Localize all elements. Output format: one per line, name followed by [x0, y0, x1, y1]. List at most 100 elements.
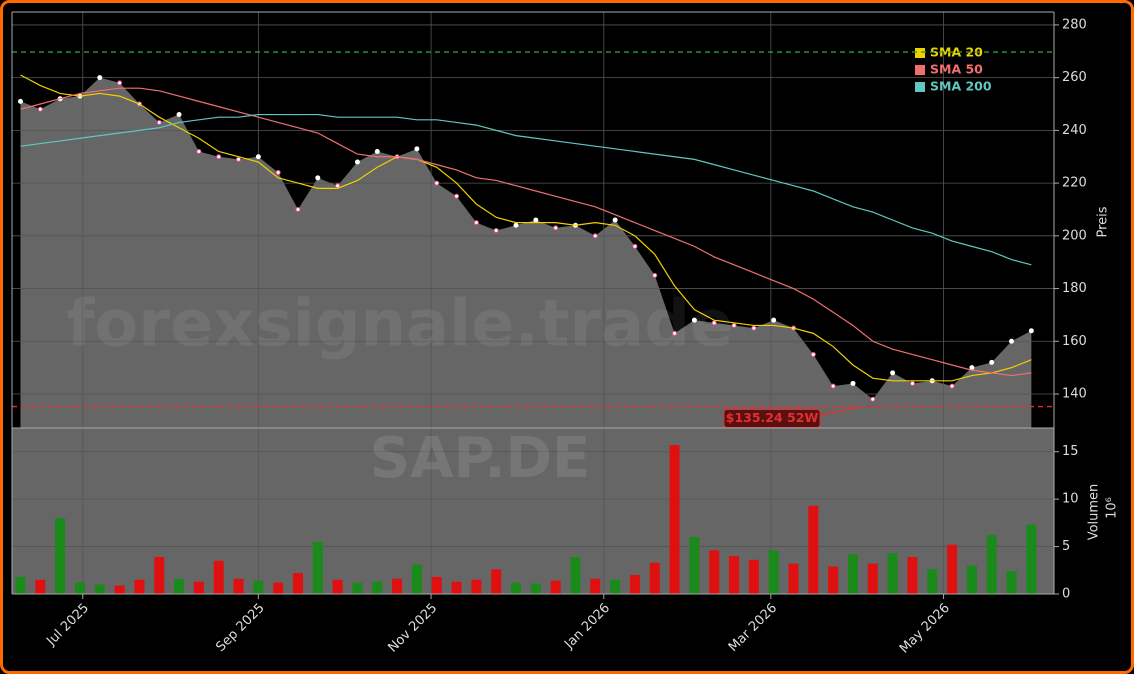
close-marker: [731, 322, 737, 328]
close-marker: [890, 370, 896, 376]
close-marker: [295, 206, 301, 212]
volume-bar: [927, 569, 938, 594]
volume-bar: [867, 563, 878, 594]
y-tick-label: 160: [1062, 334, 1087, 349]
close-marker: [156, 119, 162, 125]
close-marker: [335, 183, 341, 189]
annotation-arrow: [819, 405, 863, 417]
volume-bar: [887, 553, 898, 594]
volume-bar: [233, 578, 244, 594]
price-area: [20, 77, 1032, 429]
close-marker: [870, 396, 876, 402]
close-marker: [37, 106, 43, 112]
close-marker: [711, 320, 717, 326]
close-marker: [216, 154, 222, 160]
sma-line: [20, 74, 1032, 382]
close-marker: [830, 383, 836, 389]
close-marker: [672, 330, 678, 336]
legend-label: SMA 20: [930, 45, 983, 60]
volume-bar: [550, 580, 561, 594]
volume-bar: [253, 580, 264, 594]
y-tick-label: 0: [1062, 587, 1070, 602]
close-marker: [493, 228, 499, 234]
sma-line: [20, 87, 1032, 377]
close-marker: [97, 75, 103, 81]
close-marker: [592, 233, 598, 239]
close-marker: [176, 112, 182, 118]
volume-bar: [392, 578, 403, 594]
volume-bar: [372, 581, 383, 594]
volume-bar: [1026, 524, 1037, 594]
close-marker: [17, 98, 23, 104]
volume-bar: [907, 557, 918, 594]
legend-label: SMA 50: [930, 62, 983, 77]
close-marker: [434, 180, 440, 186]
ticker-watermark: SAP.DE: [370, 426, 590, 491]
volume-bar: [312, 541, 323, 594]
volume-bar: [332, 579, 343, 594]
legend-swatch: [915, 82, 925, 92]
volume-bar: [947, 544, 958, 594]
close-marker: [691, 317, 697, 323]
volume-bar: [788, 563, 799, 594]
close-marker: [553, 225, 559, 231]
volume-bar: [15, 576, 26, 594]
close-marker: [513, 222, 519, 228]
volume-bar: [808, 505, 819, 594]
volume-bar: [610, 579, 621, 594]
close-marker: [771, 317, 777, 323]
volume-bar: [411, 564, 422, 594]
y-tick-label: 15: [1062, 444, 1079, 459]
volume-bar: [55, 518, 66, 594]
close-marker: [255, 154, 261, 160]
volume-bar: [491, 569, 502, 594]
volume-bar: [729, 556, 740, 594]
volume-bar: [748, 559, 759, 594]
close-marker: [909, 380, 915, 386]
y-tick-label: 200: [1062, 228, 1087, 243]
volume-bar: [154, 557, 165, 594]
volume-bar: [530, 583, 541, 594]
close-marker: [652, 272, 658, 278]
volume-bar: [590, 578, 601, 594]
volume-bar: [511, 582, 522, 594]
close-marker: [969, 365, 975, 371]
volume-panel: [12, 428, 1054, 594]
volume-bar: [966, 565, 977, 594]
close-marker: [949, 383, 955, 389]
sma-line: [20, 113, 1032, 266]
watermark: forexsignale.trade: [67, 288, 734, 362]
volume-bar: [35, 579, 46, 594]
legend-swatch: [915, 48, 925, 58]
volume-bar: [134, 579, 145, 594]
volume-bar: [431, 576, 442, 594]
y-tick-label: 180: [1062, 281, 1087, 296]
y-tick-label: 10: [1062, 492, 1079, 507]
volume-bar: [273, 582, 284, 594]
volume-bar: [847, 554, 858, 594]
volume-bar: [174, 578, 185, 594]
close-marker: [1009, 338, 1015, 344]
close-marker: [454, 193, 460, 199]
volume-bar: [570, 557, 581, 594]
y-tick-label: 260: [1062, 70, 1087, 85]
volume-bar: [649, 562, 660, 594]
volume-bar: [471, 579, 482, 594]
volume-bar: [768, 550, 779, 594]
volume-bar: [94, 584, 105, 594]
y-axis-label: Preis: [1096, 206, 1111, 237]
close-marker: [850, 380, 856, 386]
y-tick-label: 220: [1062, 176, 1087, 191]
close-marker: [275, 170, 281, 176]
y-tick-label: 240: [1062, 123, 1087, 138]
legend-label: SMA 200: [930, 79, 992, 94]
volume-axis-label: Volumen: [1087, 484, 1102, 541]
volume-bar: [74, 582, 85, 594]
close-marker: [117, 80, 123, 86]
volume-bar: [828, 566, 839, 594]
close-marker: [236, 156, 242, 162]
close-marker: [196, 148, 202, 154]
volume-bar: [114, 585, 125, 594]
close-marker: [612, 217, 618, 223]
